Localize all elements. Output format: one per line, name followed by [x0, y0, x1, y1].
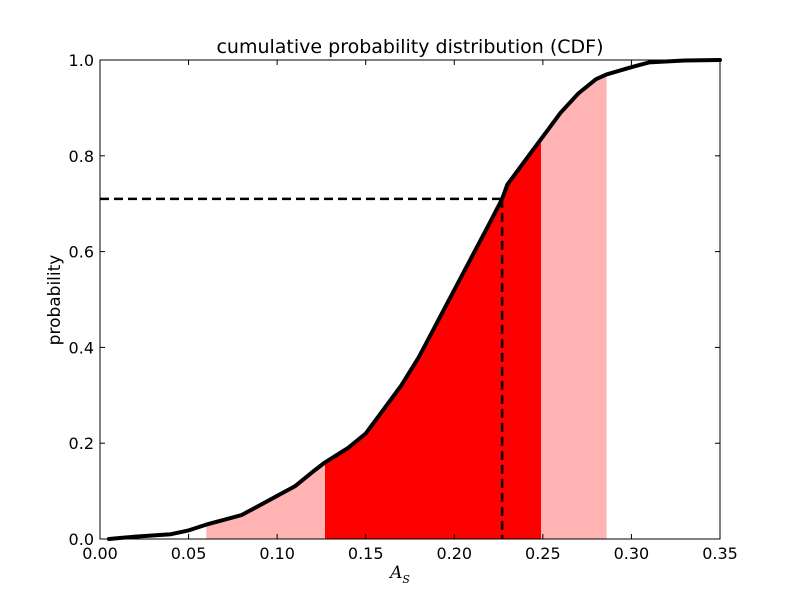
x-tick-label: 0.15 — [348, 544, 384, 563]
x-tick-label: 0.25 — [525, 544, 561, 563]
y-axis-label: probability — [45, 255, 65, 346]
x-tick-label: 0.30 — [614, 544, 650, 563]
y-tick-label: 1.0 — [69, 51, 94, 70]
y-tick-label: 0.8 — [69, 147, 94, 166]
shaded-region-2 — [325, 139, 542, 539]
x-tick-label: 0.05 — [171, 544, 207, 563]
x-axis-ticks: 0.00 0.05 0.10 0.15 0.20 0.25 0.30 0.35 — [82, 60, 738, 563]
x-tick-label: 0.20 — [436, 544, 472, 563]
shaded-region-3 — [541, 74, 607, 540]
x-axis-label-subscript: S — [402, 573, 410, 586]
chart-title: cumulative probability distribution (CDF… — [216, 36, 603, 58]
shaded-region-1 — [206, 462, 325, 539]
cdf-curve-layer — [106, 58, 722, 541]
x-tick-label: 0.35 — [702, 544, 738, 563]
y-axis-ticks: 0.0 0.2 0.4 0.6 0.8 1.0 — [69, 51, 720, 549]
y-tick-label: 0.2 — [69, 434, 94, 453]
shaded-regions — [206, 74, 607, 540]
x-tick-label: 0.00 — [82, 544, 118, 563]
cdf-curve — [106, 58, 722, 541]
x-axis-label: AS — [388, 563, 410, 586]
reference-lines — [100, 197, 504, 539]
y-tick-label: 0.4 — [69, 338, 94, 357]
x-tick-label: 0.10 — [259, 544, 295, 563]
x-axis-label-main: A — [388, 563, 402, 583]
y-tick-label: 0.0 — [69, 530, 94, 549]
plot-frame — [99, 59, 721, 540]
y-tick-label: 0.6 — [69, 243, 94, 262]
